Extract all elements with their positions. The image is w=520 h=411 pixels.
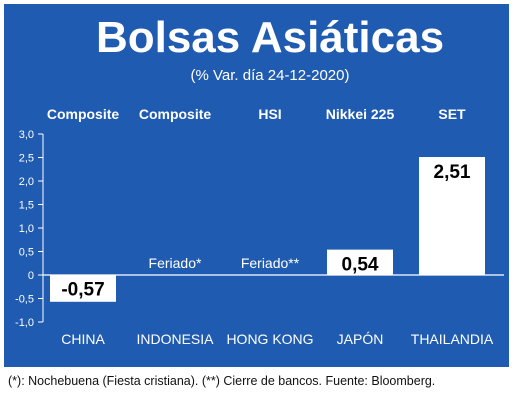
category-label: THAILANDIA — [411, 331, 494, 347]
y-tick-label: 2,5 — [19, 153, 34, 165]
bar-series — [50, 157, 485, 302]
chart-title: Bolsas Asiáticas — [96, 13, 444, 62]
index-name-label: Composite — [139, 106, 212, 122]
bar — [327, 249, 393, 275]
index-name-label: HSI — [258, 106, 281, 122]
y-tick-label: -1,0 — [15, 317, 34, 329]
y-tick-label: -0,5 — [15, 294, 34, 306]
index-name-label: SET — [438, 106, 466, 122]
y-tick-label: 3,0 — [19, 129, 34, 141]
bar — [50, 275, 116, 302]
y-axis-ticks: 3,0 2,5 2,0 1,5 1,0 0,5 0 -0,5 -1,0 — [15, 129, 43, 329]
bar-value-label: 2,51 — [434, 162, 471, 183]
y-tick-label: 1,5 — [19, 200, 34, 212]
holiday-label: Feriado** — [241, 255, 300, 271]
chart-subtitle: (% Var. día 24-12-2020) — [191, 67, 350, 84]
category-label: HONG KONG — [226, 331, 313, 347]
index-name-row: Composite Composite HSI Nikkei 225 SET — [47, 106, 466, 122]
bar-value-label: 0,54 — [342, 255, 379, 276]
category-label: CHINA — [61, 331, 105, 347]
data-labels: -0,57 Feriado* Feriado** 0,54 2,51 — [61, 162, 471, 300]
holiday-label: Feriado* — [149, 255, 202, 271]
category-label: JAPÓN — [337, 331, 384, 347]
y-tick-label: 0,5 — [19, 247, 34, 259]
bar-value-label: -0,57 — [61, 279, 104, 300]
y-tick-label: 1,0 — [19, 223, 34, 235]
y-tick-label: 0 — [28, 270, 34, 282]
index-name-label: Nikkei 225 — [326, 106, 395, 122]
x-axis-categories: CHINA INDONESIA HONG KONG JAPÓN THAILANDIA — [61, 331, 494, 347]
index-name-label: Composite — [47, 106, 120, 122]
category-label: INDONESIA — [136, 331, 214, 347]
chart-footnote: (*): Nochebuena (Fiesta cristiana). (**)… — [8, 374, 436, 388]
y-tick-label: 2,0 — [19, 176, 34, 188]
bar — [419, 157, 485, 275]
